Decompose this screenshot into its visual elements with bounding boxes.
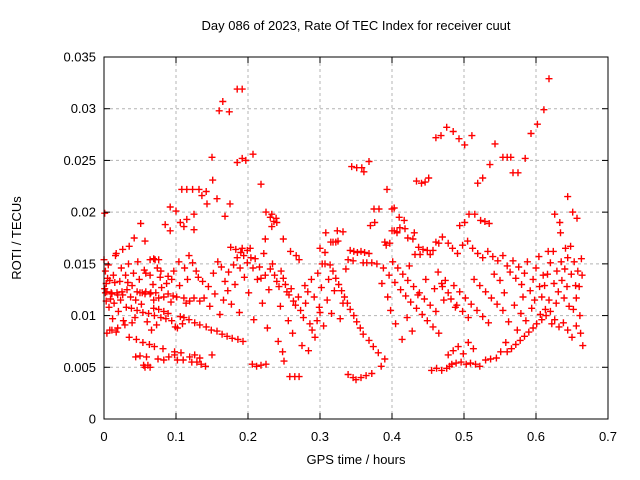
y-tick-label: 0.01: [71, 308, 96, 323]
x-tick-label: 0.5: [455, 429, 473, 444]
x-tick-label: 0.4: [383, 429, 401, 444]
chart-title: Day 086 of 2023, Rate Of TEC Index for r…: [201, 18, 510, 33]
y-tick-label: 0.005: [63, 360, 96, 375]
data-points: [100, 75, 587, 384]
x-axis-label: GPS time / hours: [307, 452, 406, 467]
y-tick-label: 0.03: [71, 101, 96, 116]
y-tick-label: 0.025: [63, 153, 96, 168]
x-tick-labels: 0 0.1 0.2 0.3 0.4 0.5 0.6 0.7: [100, 429, 617, 444]
gridlines: [104, 57, 608, 419]
y-tick-label: 0.02: [71, 205, 96, 220]
y-tick-labels: 0 0.005 0.01 0.015 0.02 0.025 0.03 0.035: [63, 50, 96, 427]
x-tick-label: 0.3: [311, 429, 329, 444]
y-tick-label: 0: [89, 412, 96, 427]
x-tick-label: 0.2: [239, 429, 257, 444]
x-tick-label: 0: [100, 429, 107, 444]
x-tick-label: 0.6: [527, 429, 545, 444]
x-tick-label: 0.7: [599, 429, 617, 444]
plot-border: [103, 56, 609, 420]
axis-ticks: [103, 56, 609, 420]
y-tick-label: 0.015: [63, 256, 96, 271]
y-axis-label: ROTI / TECUs: [9, 196, 24, 280]
x-tick-label: 0.1: [167, 429, 185, 444]
y-tick-label: 0.035: [63, 50, 96, 65]
